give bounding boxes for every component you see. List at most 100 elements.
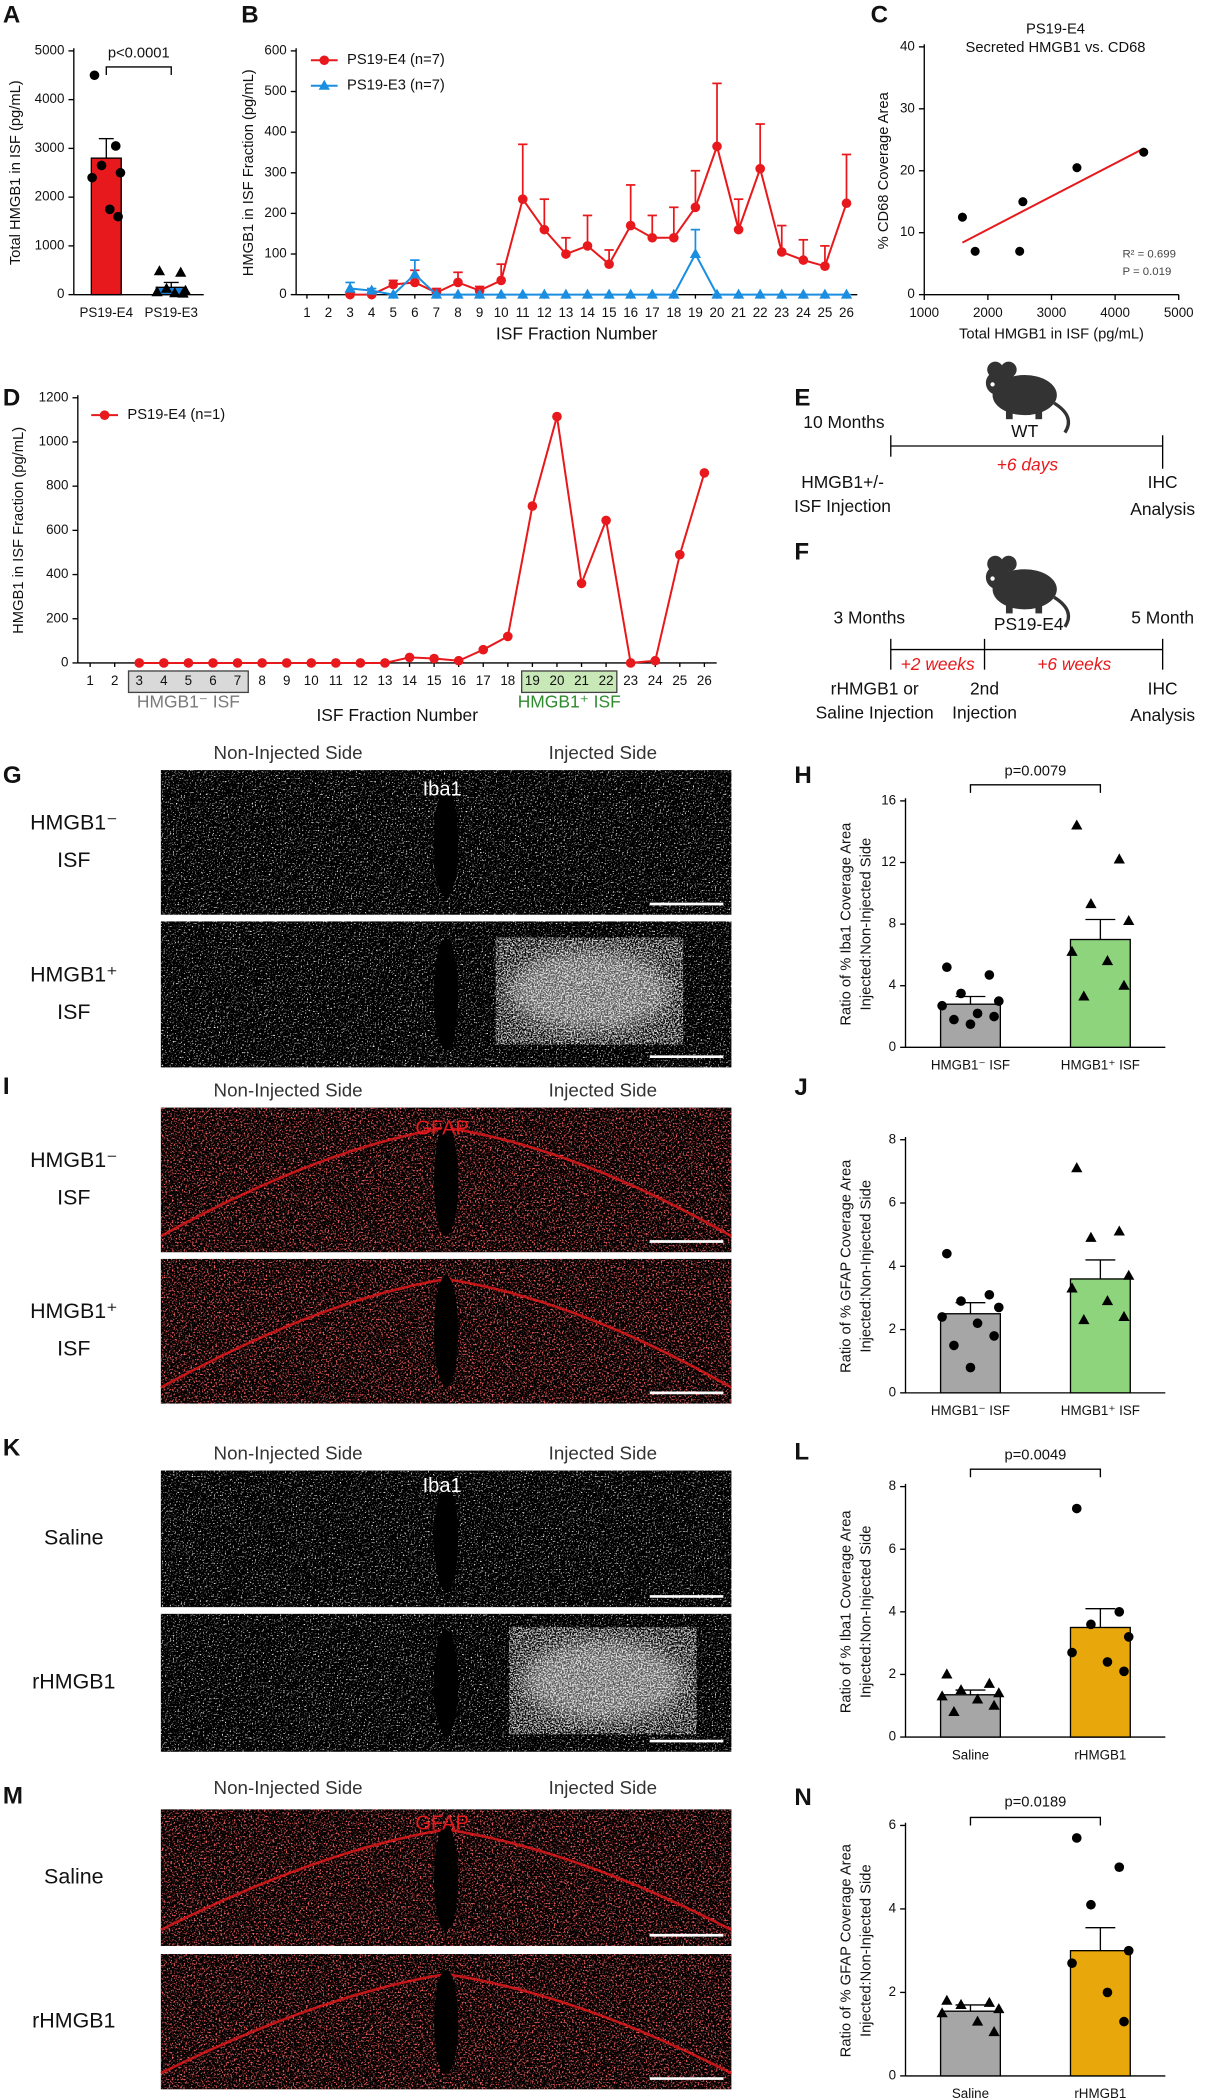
stain-label: Iba1 (423, 1475, 462, 1497)
y-tick-label: 1000 (39, 433, 69, 448)
data-point (689, 247, 702, 259)
data-point (603, 288, 615, 299)
interval: +2 weeks (901, 654, 975, 674)
data-point (1071, 819, 1083, 830)
x-tick-label: 4 (160, 673, 168, 688)
data-point (949, 1014, 959, 1025)
x-tick-label: 24 (648, 673, 663, 688)
data-point (937, 1312, 947, 1322)
midline (434, 938, 459, 1051)
row-label: ISF (57, 1185, 90, 1209)
data-point (699, 468, 710, 478)
x-tick-label: 15 (427, 673, 442, 688)
row-label: HMGB1⁺ (30, 962, 117, 986)
data-point (1119, 2016, 1129, 2027)
data-point (1067, 1647, 1077, 1658)
y-tick-label: 6 (889, 1817, 896, 1832)
y-tick-label: 0 (889, 1729, 896, 1744)
data-point (496, 275, 506, 286)
data-point (1101, 955, 1114, 966)
data-point (1067, 1958, 1077, 1969)
y-tick-label: 8 (889, 1131, 896, 1146)
x-tick-label: 1000 (909, 305, 939, 320)
data-point (344, 282, 356, 293)
x-tick-label: 6 (209, 673, 216, 688)
data-point (208, 658, 218, 668)
x-tick-label: 23 (623, 673, 638, 688)
row-label: rHMGB1 (32, 1669, 115, 1693)
y-tick-label: 10 (900, 224, 915, 239)
data-point (674, 549, 685, 560)
y-axis-label: Injected:Non-Injected Side (859, 838, 875, 1011)
data-point (576, 578, 587, 589)
data-point (257, 658, 267, 668)
x-tick-label: 14 (402, 673, 417, 688)
x-tick-label: 26 (697, 673, 712, 688)
x-tick-label: 18 (666, 305, 681, 320)
y-tick-label: 800 (46, 478, 68, 493)
step: Analysis (1130, 499, 1195, 519)
x-tick-label: 2 (325, 305, 332, 320)
data-point (841, 198, 852, 209)
x-tick-label: 16 (623, 305, 638, 320)
data-point (1071, 1162, 1083, 1173)
y-tick-label: 600 (46, 522, 68, 537)
data-point (1113, 853, 1125, 864)
data-point (1114, 1607, 1125, 1617)
signal-cluster (509, 1627, 697, 1735)
data-point (988, 1699, 1000, 1710)
data-point (87, 172, 97, 183)
data-point (625, 220, 636, 231)
y-tick-label: 8 (889, 1478, 896, 1493)
bar (90, 157, 122, 296)
midline (434, 1969, 459, 2074)
x-tick-label: 8 (454, 305, 461, 320)
panel-letter: D (3, 384, 20, 411)
data-point (625, 288, 637, 299)
significance-bracket (969, 1816, 1102, 1826)
x-tick-label: HMGB1⁺ ISF (1061, 1403, 1140, 1418)
y-tick-label: 1000 (35, 237, 65, 252)
x-tick-label: 21 (574, 673, 589, 688)
bar (1069, 1278, 1131, 1394)
step: HMGB1+/- (801, 472, 884, 492)
data-point (1015, 246, 1025, 256)
data-point (387, 288, 399, 299)
x-tick-label: 17 (645, 305, 660, 320)
data-point (936, 1690, 948, 1701)
side-label: Non-Injected Side (214, 742, 363, 763)
x-tick-label: 6 (411, 305, 418, 320)
data-point (625, 658, 636, 668)
data-point (478, 644, 489, 655)
step: 2nd (970, 678, 999, 698)
x-axis-label: ISF Fraction Number (316, 705, 478, 725)
panel-letter: N (794, 1784, 811, 1811)
x-tick-label: 20 (710, 305, 725, 320)
y-tick-label: 6 (889, 1195, 896, 1210)
data-point (956, 988, 966, 999)
step: IHC (1148, 472, 1178, 492)
micrographs: G Non-Injected Side Injected Side HMGB1⁻ ISF… (3, 742, 733, 2090)
data-point (110, 141, 121, 151)
x-tick-label: HMGB1⁺ ISF (1061, 1058, 1140, 1073)
legend-label: PS19-E3 (n=7) (347, 78, 445, 94)
significance-bracket (105, 66, 172, 75)
y-tick-label: 4 (889, 1603, 897, 1618)
side-label: Non-Injected Side (214, 1079, 363, 1100)
y-tick-label: 40 (900, 38, 915, 53)
data-point (993, 1302, 1004, 1313)
y-axis-label: % CD68 Coverage Area (876, 91, 892, 249)
x-tick-label: PS19-E3 (144, 305, 198, 320)
x-tick-label: 1 (86, 673, 93, 688)
side-label: Injected Side (549, 1079, 657, 1100)
data-point (820, 261, 830, 272)
x-tick-label: 9 (283, 673, 290, 688)
x-tick-label: 2000 (973, 305, 1003, 320)
data-point (1123, 1269, 1135, 1280)
data-point (113, 211, 123, 222)
panel-letter: J (794, 1074, 807, 1101)
data-point (552, 411, 562, 422)
data-point (1086, 1619, 1096, 1630)
